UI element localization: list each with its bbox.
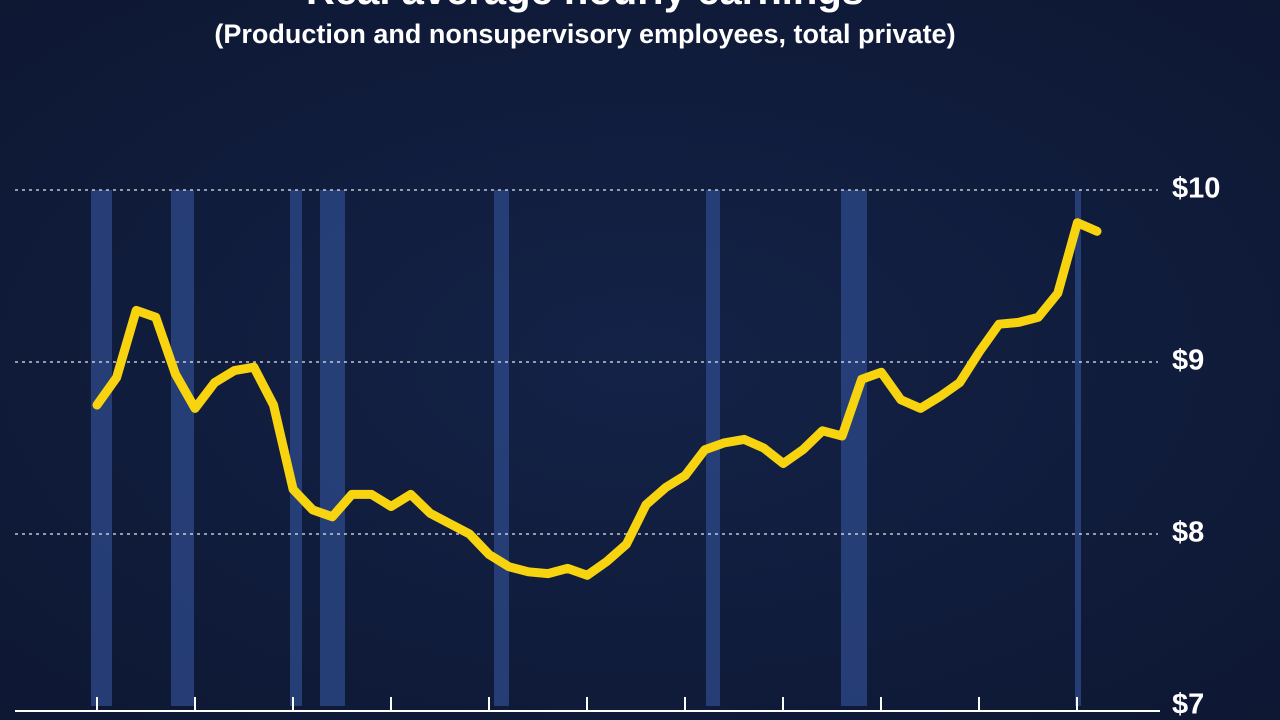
recession-band xyxy=(320,190,345,706)
recession-band xyxy=(91,190,112,706)
recession-band xyxy=(841,190,867,706)
data-line xyxy=(92,218,1102,580)
x-axis-ticks xyxy=(96,697,1078,711)
recession-band xyxy=(171,190,194,706)
y-tick-label: $8 xyxy=(1172,517,1204,549)
recession-band xyxy=(290,190,302,706)
y-tick-label: $7 xyxy=(1172,689,1204,720)
recession-bands xyxy=(91,190,1081,706)
recession-band xyxy=(494,190,509,706)
y-tick-label: $9 xyxy=(1172,345,1204,377)
chart-title: Real average hourly earnings xyxy=(306,0,864,13)
recession-band xyxy=(1075,190,1081,706)
chart-subtitle: (Production and nonsupervisory employees… xyxy=(214,19,955,49)
y-tick-label: $10 xyxy=(1172,173,1220,205)
